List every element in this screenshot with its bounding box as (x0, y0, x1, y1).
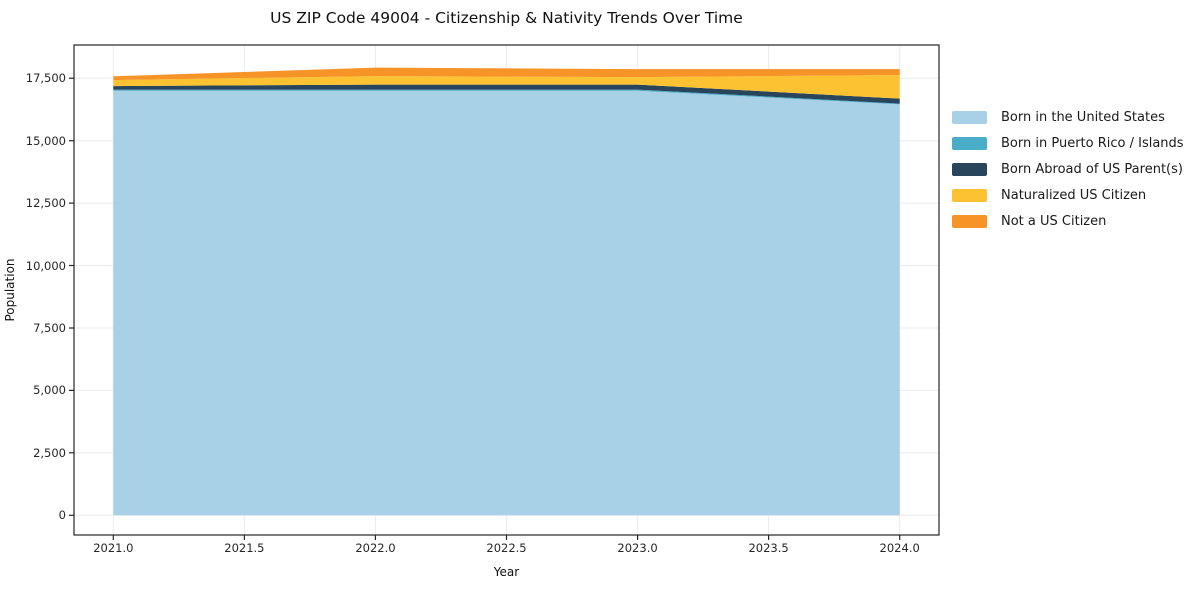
legend-label: Not a US Citizen (1001, 213, 1107, 229)
legend-swatch-born-abroad (952, 162, 987, 176)
x-tick-label: 2021.0 (93, 541, 134, 555)
legend-label: Naturalized US Citizen (1001, 187, 1147, 203)
x-tick-label: 2023.5 (748, 541, 789, 555)
y-tick-label: 15,000 (25, 133, 66, 148)
legend-label: Born Abroad of US Parent(s) (1001, 161, 1183, 177)
legend-swatch-naturalized (952, 188, 987, 202)
legend-label: Born in the United States (1001, 109, 1165, 125)
legend-swatch-born-pr-islands (952, 136, 987, 150)
legend-item: Born in the United States (952, 104, 1184, 130)
y-tick-label: 12,500 (25, 196, 66, 211)
y-tick-label: 10,000 (25, 258, 66, 273)
x-tick-label: 2022.5 (486, 541, 527, 555)
x-axis-label: Year (493, 565, 520, 579)
legend-label: Born in Puerto Rico / Islands (1001, 135, 1184, 151)
legend-swatch-not-citizen (952, 214, 987, 228)
y-tick-label: 17,500 (25, 71, 66, 86)
legend-item: Born Abroad of US Parent(s) (952, 156, 1184, 182)
y-tick-label: 7,500 (33, 320, 66, 335)
y-tick-label: 5,000 (33, 383, 66, 398)
x-tick-label: 2022.0 (355, 541, 396, 555)
x-tick-label: 2024.0 (879, 541, 920, 555)
y-tick-label: 2,500 (33, 445, 66, 460)
x-tick-label: 2023.0 (617, 541, 658, 555)
legend-swatch-born-us (952, 110, 987, 124)
legend-item: Not a US Citizen (952, 208, 1184, 234)
y-tick-label: 0 (58, 508, 66, 523)
y-axis-label: Population (3, 258, 17, 322)
x-tick-label: 2021.5 (224, 541, 265, 555)
legend-item: Born in Puerto Rico / Islands (952, 130, 1184, 156)
legend-item: Naturalized US Citizen (952, 182, 1184, 208)
chart-title: US ZIP Code 49004 - Citizenship & Nativi… (270, 9, 743, 27)
legend: Born in the United States Born in Puerto… (952, 104, 1184, 234)
